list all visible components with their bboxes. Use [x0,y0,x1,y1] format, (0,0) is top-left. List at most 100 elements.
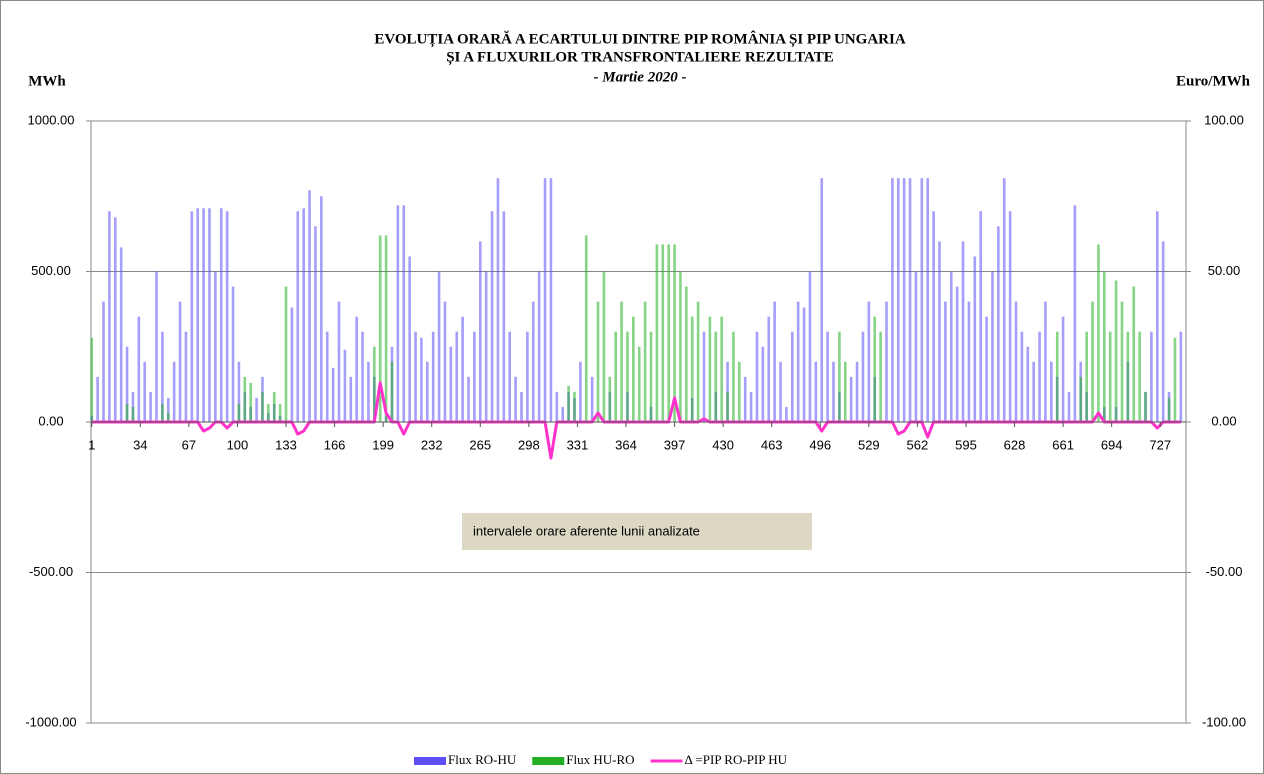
bar [814,361,818,422]
bar [914,271,918,422]
bar [367,361,370,422]
bar [1097,244,1100,422]
bar [861,331,865,422]
bar [1038,331,1041,422]
chart-subtitle: - Martie 2020 - [594,69,687,85]
bar [690,316,694,422]
x-tick-label: 1 [88,437,95,452]
bar [643,301,647,422]
bar [973,256,977,422]
bar [1161,241,1165,422]
bar [1108,331,1112,422]
bar [1061,316,1065,422]
bar [732,331,735,422]
bar [1167,397,1171,422]
chart-title: EVOLUȚIA ORARĂ A ECARTULUI DINTRE PIP RO… [374,30,905,47]
y2-tick-label: 50.00 [1208,263,1241,278]
bar [161,331,164,422]
bar [1138,331,1141,422]
bar [767,316,771,422]
x-tick-label: 199 [372,437,394,452]
bar [178,301,182,422]
bar [337,301,341,422]
bar [832,361,835,422]
bar [1067,391,1071,422]
x-tick-label: 727 [1149,437,1171,452]
bar [302,208,305,422]
x-tick-label: 661 [1052,437,1074,452]
y-tick-label: 1000.00 [28,112,75,127]
bar [932,211,935,422]
bar [579,361,582,422]
bar [278,403,282,422]
annotation-box [462,513,812,550]
y-tick-label: -1000.00 [25,714,76,729]
bar [596,301,600,422]
bar [272,391,276,422]
x-tick-label: 595 [955,437,977,452]
bar [608,376,612,422]
bar [661,244,665,422]
x-tick-label: 331 [567,437,589,452]
bar [561,406,565,422]
bar [1026,346,1030,422]
bar [184,331,188,422]
x-tick-label: 397 [664,437,686,452]
bar [1085,331,1088,422]
bar [473,331,476,422]
y2-tick-label: -50.00 [1206,564,1243,579]
bar [1144,391,1147,422]
bar [214,271,217,422]
bar [808,271,812,422]
bar [255,397,258,422]
bar [855,361,859,422]
bar [1126,331,1130,422]
y-tick-label: -500.00 [29,564,73,579]
bar [202,208,205,422]
bar [896,178,900,422]
bar [1114,280,1118,422]
bar [378,235,382,422]
bar [991,271,994,422]
bar [502,211,506,422]
bar [143,361,147,422]
bar [426,361,429,422]
bar [908,178,912,422]
bar [826,331,829,422]
bar [396,205,400,422]
bar [902,178,906,422]
bar [708,316,712,422]
x-tick-label: 100 [227,437,249,452]
bar [791,331,794,422]
bar [1044,301,1047,422]
bar [361,331,364,422]
legend-label: Δ =PIP RO-PIP HU [685,752,788,767]
x-tick-label: 694 [1101,437,1123,452]
bar [237,403,241,422]
bar [1079,376,1083,422]
bar [726,391,729,422]
bar [431,331,435,422]
x-tick-label: 364 [615,437,637,452]
bar [531,301,535,422]
bar [526,331,529,422]
bar [390,361,394,422]
bar [649,331,653,422]
bar [849,376,853,422]
bar [967,301,971,422]
bar [267,403,270,422]
y-tick-label: 500.00 [31,263,71,278]
x-tick-label: 265 [469,437,491,452]
x-tick-label: 496 [809,437,831,452]
bar [108,211,111,422]
bar [620,301,623,422]
bar [1103,271,1106,422]
bar [667,244,670,422]
bar [779,361,782,422]
bar [749,391,753,422]
bar [573,391,576,422]
bar [584,235,588,422]
bar [679,271,682,422]
bar [249,382,252,422]
